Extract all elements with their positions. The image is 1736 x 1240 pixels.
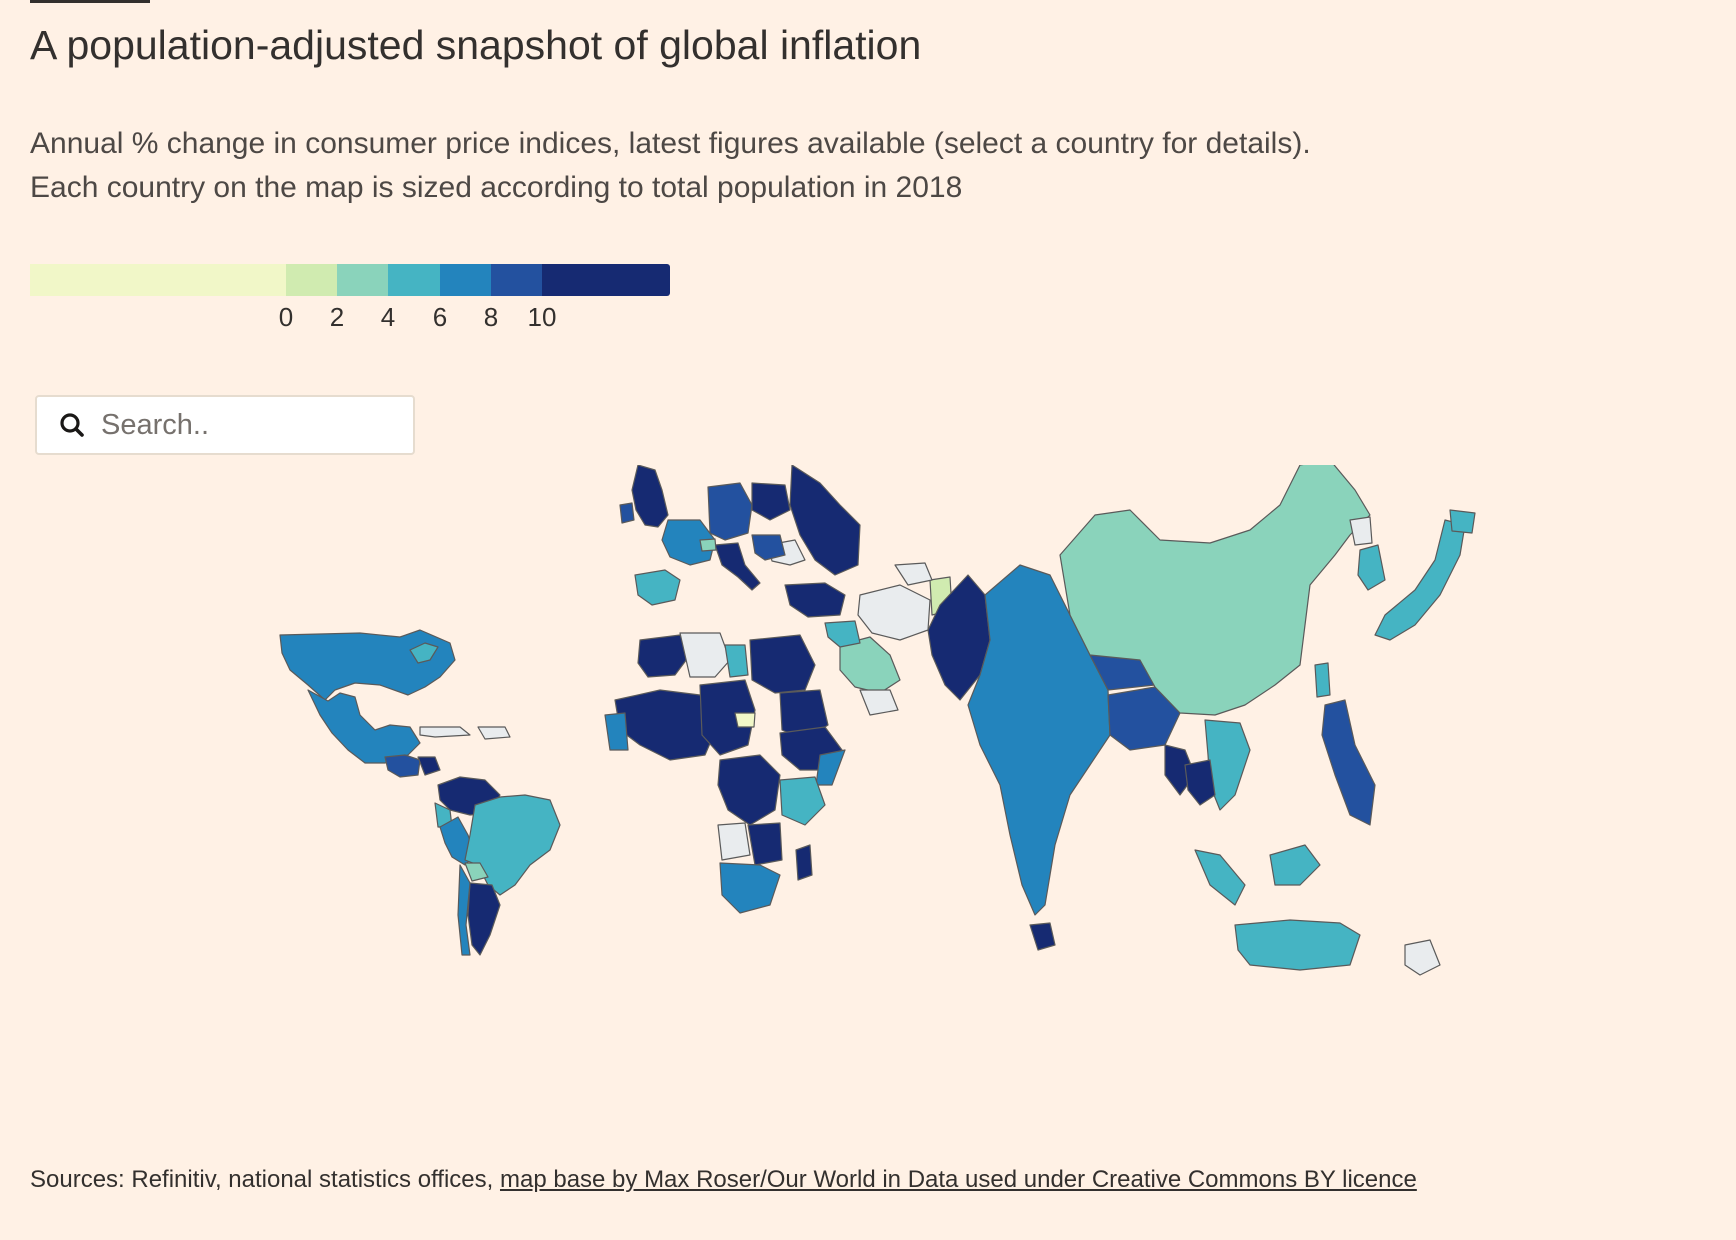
search-icon (53, 405, 93, 445)
country-indonesia[interactable] (1234, 919, 1361, 971)
country-kazakhstan[interactable] (894, 562, 933, 586)
search-input[interactable] (99, 407, 403, 443)
page-title: A population-adjusted snapshot of global… (30, 22, 922, 68)
country-borneo[interactable] (1269, 844, 1321, 886)
country-taiwan[interactable] (1314, 662, 1331, 698)
country-egypt[interactable] (749, 634, 816, 694)
legend-tick-label: 2 (329, 302, 345, 332)
legend-tick-label: 8 (483, 302, 499, 332)
country-senegal[interactable] (604, 712, 629, 751)
country-switzerland[interactable] (699, 538, 717, 552)
country-south-africa[interactable] (719, 862, 781, 914)
country-poland[interactable] (751, 482, 791, 521)
country-uk[interactable] (631, 465, 669, 528)
country-france[interactable] (661, 519, 716, 566)
country-canada-east[interactable] (409, 642, 439, 664)
country-mexico[interactable] (307, 689, 421, 764)
country-cuba[interactable] (419, 726, 471, 738)
country-mozambique[interactable] (747, 822, 783, 866)
country-nigeria[interactable] (699, 679, 756, 756)
search-box[interactable] (35, 395, 415, 455)
sources-note: Sources: Refinitiv, national statistics … (30, 1166, 1417, 1194)
country-russia[interactable] (789, 465, 861, 576)
world-cartogram (260, 465, 1680, 1065)
country-turkey[interactable] (784, 582, 846, 618)
cartogram-svg (279, 465, 1476, 976)
country-japan-north[interactable] (1449, 509, 1476, 534)
color-legend: 0 2 4 6 8 10 (30, 264, 670, 334)
legend-tick-label: 6 (432, 302, 448, 332)
legend-swatch (30, 264, 286, 296)
country-somalia[interactable] (815, 749, 846, 786)
country-png[interactable] (1404, 939, 1441, 976)
country-romania[interactable] (751, 534, 786, 561)
country-guatemala[interactable] (384, 754, 421, 778)
country-ireland[interactable] (619, 502, 635, 524)
legend-tick-label: 10 (527, 302, 557, 332)
country-germany[interactable] (707, 482, 753, 541)
country-drc[interactable] (717, 754, 781, 826)
country-thailand[interactable] (1184, 759, 1216, 806)
country-china[interactable] (1059, 465, 1371, 716)
country-sri-lanka[interactable] (1029, 922, 1056, 951)
country-brazil[interactable] (464, 794, 561, 896)
legend-swatch (542, 264, 670, 296)
country-yemen[interactable] (859, 689, 899, 716)
country-korea[interactable] (1357, 544, 1386, 591)
country-philippines[interactable] (1321, 699, 1376, 826)
country-malaysia[interactable] (1194, 849, 1246, 906)
legend-tick-label: 0 (278, 302, 294, 332)
country-saudi-arabia[interactable] (839, 636, 901, 694)
legend-swatch (337, 264, 388, 296)
country-argentina[interactable] (467, 882, 501, 956)
map-base-link[interactable]: map base by Max Roser/Our World in Data … (499, 1166, 1417, 1193)
legend-swatch (440, 264, 491, 296)
page-subtitle: Annual % change in consumer price indice… (30, 122, 1311, 210)
subtitle-line-1: Annual % change in consumer price indice… (30, 127, 1311, 160)
country-libya[interactable] (724, 644, 749, 678)
country-bolivia[interactable] (464, 862, 489, 882)
country-dominican[interactable] (477, 726, 511, 740)
country-angola[interactable] (717, 822, 751, 861)
country-italy[interactable] (714, 542, 761, 591)
country-pakistan[interactable] (927, 574, 991, 701)
legend-swatch (286, 264, 337, 296)
country-cameroon[interactable] (734, 712, 756, 728)
country-chile[interactable] (457, 864, 471, 956)
country-iran[interactable] (857, 584, 931, 641)
legend-tick-label: 4 (380, 302, 396, 332)
country-madagascar[interactable] (795, 844, 813, 881)
sources-text: Sources: Refinitiv, national statistics … (30, 1166, 500, 1193)
legend-color-bar (30, 264, 670, 296)
country-algeria[interactable] (679, 632, 731, 678)
legend-swatch (388, 264, 440, 296)
legend-swatch (491, 264, 542, 296)
subtitle-line-2: Each country on the map is sized accordi… (30, 171, 963, 204)
country-iraq[interactable] (824, 620, 861, 648)
country-usa[interactable] (279, 629, 456, 701)
country-japan[interactable] (1374, 519, 1466, 641)
country-spain[interactable] (634, 569, 681, 606)
country-honduras[interactable] (417, 756, 441, 776)
top-rule (30, 0, 150, 3)
legend-ticks: 0 2 4 6 8 10 (30, 300, 670, 334)
country-north-korea[interactable] (1349, 516, 1373, 546)
country-tanzania[interactable] (779, 776, 826, 826)
